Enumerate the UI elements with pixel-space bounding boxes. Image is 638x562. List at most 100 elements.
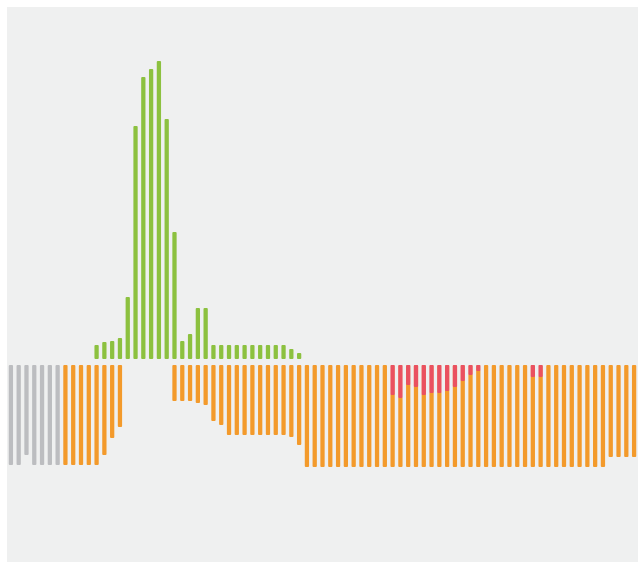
negative-bar	[569, 365, 574, 467]
negative-bar	[265, 365, 271, 435]
positive-bar	[148, 69, 154, 359]
negative-bar	[483, 365, 489, 467]
negative-bar	[242, 365, 247, 435]
positive-bar	[187, 334, 193, 359]
positive-bar	[203, 308, 208, 359]
positive-bar	[164, 119, 169, 359]
positive-bar	[242, 345, 247, 359]
negative-bar	[234, 365, 239, 435]
negative-bar	[530, 365, 535, 467]
negative-bar	[631, 365, 637, 457]
diverging-bar-chart	[8, 61, 637, 467]
highlight-bar	[413, 365, 419, 387]
positive-bar	[289, 349, 294, 359]
negative-bar	[258, 365, 263, 435]
positive-bar	[133, 126, 138, 359]
negative-bar	[335, 365, 341, 467]
negative-bar	[343, 365, 349, 467]
negative-bar	[320, 365, 325, 467]
positive-bar	[211, 345, 216, 359]
highlight-bar	[429, 365, 434, 393]
negative-bar	[616, 365, 621, 457]
negative-bar	[608, 365, 613, 457]
negative-bar	[624, 365, 629, 457]
positive-bar	[226, 345, 232, 359]
positive-bar	[219, 345, 224, 359]
positive-bar	[258, 345, 263, 359]
negative-bar	[250, 365, 255, 435]
negative-bar	[452, 365, 458, 467]
negative-bar	[351, 365, 356, 467]
positive-bar	[110, 341, 115, 359]
negative-bar	[312, 365, 317, 467]
negative-bar	[328, 365, 333, 467]
negative-bar	[367, 365, 372, 467]
negative-bar	[273, 365, 278, 435]
negative-bar	[172, 365, 177, 401]
positive-bar	[117, 338, 123, 359]
negative-bar	[600, 365, 606, 467]
negative-bar	[374, 365, 380, 467]
highlight-bar	[444, 365, 450, 391]
negative-bar	[554, 365, 559, 467]
negative-bar	[219, 365, 224, 425]
positive-bar	[156, 61, 162, 359]
highlight-bar	[452, 365, 458, 387]
neutral-bar	[55, 365, 60, 465]
negative-bar	[499, 365, 504, 467]
negative-bar	[195, 365, 201, 403]
positive-bar	[172, 232, 177, 359]
highlight-bar	[421, 365, 426, 395]
negative-bar	[180, 365, 185, 401]
positive-bar	[281, 345, 286, 359]
neutral-bar	[39, 365, 45, 465]
negative-bar	[515, 365, 520, 467]
highlight-bar	[460, 365, 465, 381]
highlight-bar	[538, 365, 543, 377]
positive-bar	[296, 353, 302, 359]
highlight-bar	[468, 365, 473, 375]
negative-bar	[382, 365, 387, 467]
negative-bar	[110, 365, 115, 438]
negative-bar	[507, 365, 512, 467]
highlight-bar	[476, 365, 481, 371]
neutral-bar	[16, 365, 21, 465]
negative-bar	[491, 365, 497, 467]
highlight-bar	[437, 365, 442, 393]
negative-bar	[593, 365, 598, 467]
negative-bar	[78, 365, 84, 465]
highlight-bar	[398, 365, 403, 398]
negative-bar	[561, 365, 567, 467]
positive-bar	[180, 341, 185, 359]
negative-bar	[203, 365, 208, 405]
highlight-bar	[530, 365, 535, 377]
negative-bar	[468, 365, 473, 467]
positive-bar	[125, 297, 130, 359]
positive-bar	[102, 342, 107, 359]
positive-bar	[195, 308, 201, 359]
negative-bar	[117, 365, 123, 427]
negative-bar	[577, 365, 582, 467]
negative-bar	[546, 365, 551, 467]
negative-bar	[476, 365, 481, 467]
negative-bar	[304, 365, 310, 467]
chart-area	[7, 7, 638, 562]
positive-bar	[141, 77, 146, 359]
negative-bar	[522, 365, 528, 467]
negative-bar	[226, 365, 232, 435]
negative-bar	[102, 365, 107, 455]
neutral-bar	[32, 365, 37, 465]
negative-bar	[538, 365, 543, 467]
negative-bar	[187, 365, 193, 401]
negative-bar	[211, 365, 216, 421]
neutral-bar	[8, 365, 14, 465]
positive-bar	[250, 345, 255, 359]
negative-bar	[289, 365, 294, 437]
negative-bar	[585, 365, 590, 467]
neutral-bar	[47, 365, 52, 465]
negative-bar	[94, 365, 99, 465]
negative-bar	[296, 365, 302, 445]
negative-bar	[281, 365, 286, 435]
negative-bar	[63, 365, 68, 465]
highlight-bar	[406, 365, 411, 385]
